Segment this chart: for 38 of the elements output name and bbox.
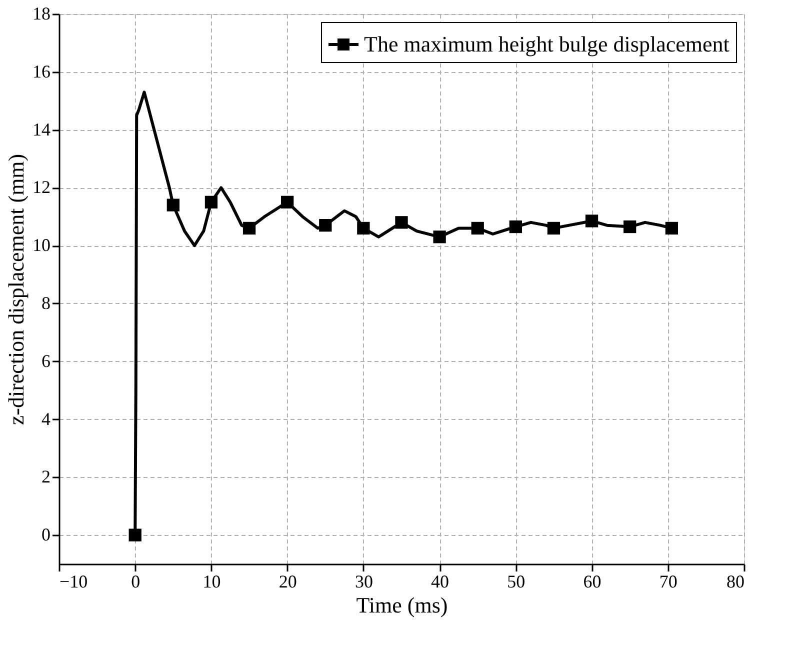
y-tick-label: 6 — [42, 350, 50, 371]
x-tick-label: 40 — [431, 572, 450, 592]
y-tick-label: 16 — [32, 61, 50, 82]
y-tick-label: 10 — [32, 235, 50, 256]
x-tick-label: 0 — [131, 572, 140, 592]
x-tick-label: 60 — [583, 572, 602, 592]
point — [204, 196, 218, 208]
y-tick-label: 4 — [42, 408, 50, 429]
x-tick-label: −10 — [60, 572, 88, 592]
x-tick-label: 30 — [354, 572, 373, 592]
y-tick-label: 2 — [42, 466, 50, 487]
point — [395, 216, 408, 229]
y-tick-label: 0 — [42, 524, 50, 545]
point — [357, 222, 370, 235]
point — [128, 528, 142, 542]
point — [509, 220, 522, 234]
point — [547, 222, 560, 235]
point — [281, 196, 294, 208]
x-tick-label: 50 — [507, 572, 526, 592]
point — [585, 214, 598, 228]
legend-label: The maximum height bulge displacement — [364, 32, 730, 56]
x-tick-label: 10 — [202, 572, 221, 592]
y-tick-label: 14 — [32, 119, 50, 140]
y-tick-label: 18 — [32, 4, 50, 24]
x-tick-label: 80 — [726, 572, 744, 592]
x-axis-title: Time (ms) — [356, 592, 448, 618]
y-axis-title: z-direction displacement (mm) — [4, 154, 28, 426]
y-tick-label: 8 — [42, 292, 50, 313]
y-tick-label: 12 — [32, 177, 50, 198]
point — [665, 222, 678, 235]
point — [624, 220, 636, 234]
point — [433, 230, 446, 244]
point — [242, 222, 256, 235]
point — [166, 198, 180, 212]
point — [319, 218, 332, 232]
point — [471, 222, 484, 235]
x-tick-label: 70 — [659, 572, 678, 592]
x-tick-label: 20 — [278, 572, 297, 592]
